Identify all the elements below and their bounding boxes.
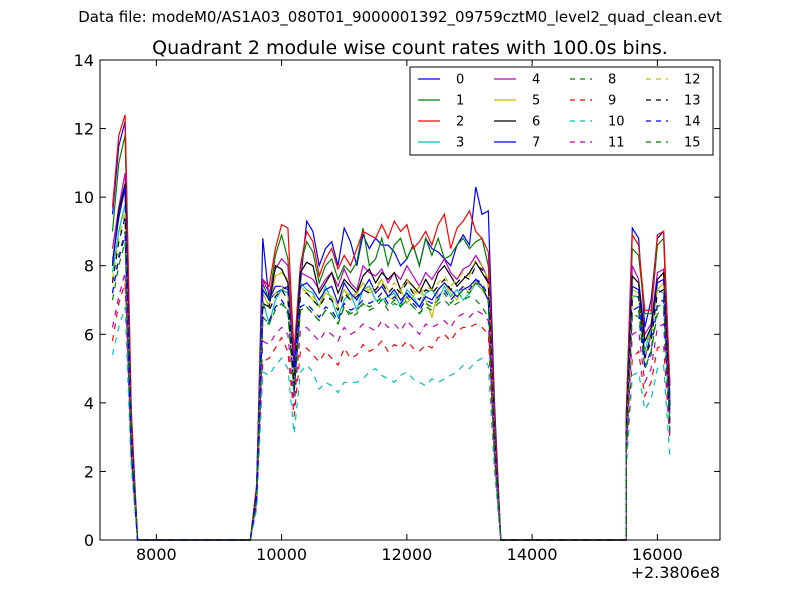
legend-box <box>409 66 714 156</box>
suptitle: Data file: modeM0/AS1A03_080T01_90000013… <box>78 8 722 26</box>
y-tick-label: 10 <box>74 188 94 207</box>
x-offset-label: +2.3806e8 <box>631 563 720 582</box>
series-line-7 <box>111 186 671 541</box>
series-line-11 <box>111 272 671 541</box>
series-line-12 <box>111 210 671 541</box>
series-line-0 <box>111 121 671 541</box>
y-tick-label: 12 <box>74 120 94 139</box>
legend-label-3: 3 <box>456 136 464 151</box>
x-tick-label: 12000 <box>381 545 432 564</box>
legend-label-14: 14 <box>684 115 701 130</box>
legend-label-6: 6 <box>532 115 540 130</box>
plot-frame <box>99 59 721 541</box>
series-line-6 <box>111 183 671 541</box>
legend-label-1: 1 <box>456 94 464 109</box>
series-line-13 <box>111 217 671 541</box>
legend-label-10: 10 <box>608 115 625 130</box>
series-line-5 <box>111 190 671 541</box>
legend-label-15: 15 <box>684 136 701 151</box>
legend-label-2: 2 <box>456 115 464 130</box>
series-line-1 <box>111 135 671 541</box>
y-tick-label: 4 <box>84 394 94 413</box>
series-line-10 <box>111 306 671 541</box>
legend-label-8: 8 <box>608 73 616 88</box>
series-line-14 <box>111 234 671 541</box>
legend-label-7: 7 <box>532 136 540 151</box>
x-tick-label: 14000 <box>507 545 558 564</box>
y-tick-label: 14 <box>74 51 94 70</box>
chart-title: Quadrant 2 module wise count rates with … <box>152 37 668 59</box>
x-tick-label: 10000 <box>256 545 307 564</box>
legend-label-13: 13 <box>684 94 701 109</box>
x-tick-label: 8000 <box>136 545 177 564</box>
series-line-15 <box>111 241 671 541</box>
legend-label-12: 12 <box>684 73 701 88</box>
x-tick-label: 16000 <box>632 545 683 564</box>
y-tick-label: 0 <box>84 531 94 550</box>
series-layer <box>111 114 671 541</box>
legend-label-5: 5 <box>532 94 540 109</box>
y-tick-label: 6 <box>84 325 94 344</box>
legend-label-9: 9 <box>608 94 616 109</box>
legend-label-11: 11 <box>608 136 625 151</box>
y-tick-label: 8 <box>84 257 94 276</box>
legend-label-4: 4 <box>532 73 540 88</box>
series-line-2 <box>111 114 671 541</box>
y-tick-label: 2 <box>84 462 94 481</box>
series-line-9 <box>111 282 671 541</box>
legend-label-0: 0 <box>456 73 464 88</box>
